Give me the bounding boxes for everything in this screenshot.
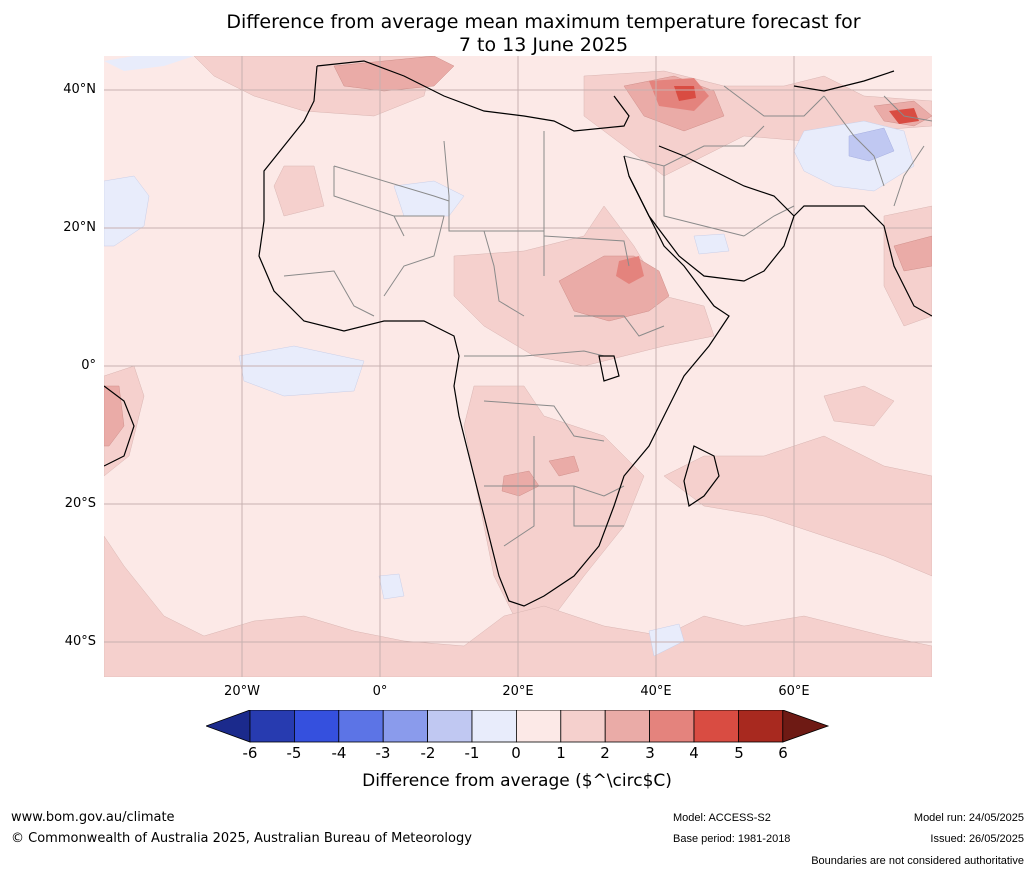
colorbar xyxy=(206,710,830,743)
colorbar-tick: 3 xyxy=(645,744,655,762)
map-gridlines xyxy=(104,56,932,677)
colorbar-tick: 1 xyxy=(556,744,566,762)
coastlines xyxy=(104,60,932,607)
footer-copyright: © Commonwealth of Australia 2025, Austra… xyxy=(11,831,472,846)
colorbar-cell xyxy=(604,710,651,743)
lat-label-20s: 20°S xyxy=(64,496,96,511)
colorbar-tick: -6 xyxy=(242,744,258,762)
colorbar-cell xyxy=(338,710,384,743)
lon-label-20e: 20°E xyxy=(502,684,534,699)
lat-label-40s: 40°S xyxy=(64,634,96,649)
lon-label-40e: 40°E xyxy=(640,684,672,699)
colorbar-tick: 4 xyxy=(689,744,699,762)
colorbar-tick: -1 xyxy=(464,744,480,762)
footer-model-run: Model run: 24/05/2025 xyxy=(913,812,1024,824)
colorbar-tick: 0 xyxy=(511,744,521,762)
lat-label-0: 0° xyxy=(81,358,96,373)
lon-label-60e: 60°E xyxy=(778,684,810,699)
colorbar-tick: -2 xyxy=(420,744,436,762)
lat-label-20n: 20°N xyxy=(63,220,96,235)
map-title-line-1: Difference from average mean maximum tem… xyxy=(226,11,861,33)
colorbar-cell xyxy=(471,710,517,743)
colorbar-high-extend xyxy=(782,710,830,743)
map-svg xyxy=(104,56,932,677)
colorbar-tick: -3 xyxy=(375,744,391,762)
colorbar-tick: -4 xyxy=(331,744,347,762)
footer-website: www.bom.gov.au/climate xyxy=(11,810,175,825)
lon-label-20w: 20°W xyxy=(224,684,260,699)
colorbar-tick: 6 xyxy=(778,744,788,762)
country-boundaries xyxy=(283,85,932,547)
colorbar-cell xyxy=(515,710,562,743)
lat-label-40n: 40°N xyxy=(63,82,96,97)
colorbar-low-extend xyxy=(206,710,251,743)
colorbar-label: Difference from average ($^\circ$C) xyxy=(362,771,672,791)
anomaly-region-3-5 xyxy=(104,56,919,284)
footer-model: Model: ACCESS-S2 xyxy=(673,812,771,824)
colorbar-cell xyxy=(294,710,340,743)
colorbar-cell xyxy=(249,710,295,743)
colorbar-cells xyxy=(249,710,784,743)
colorbar-cell xyxy=(738,710,784,743)
colorbar-cell xyxy=(649,710,695,743)
colorbar-cell xyxy=(427,710,473,743)
lon-label-0: 0° xyxy=(372,684,388,699)
map-title-line-2: 7 to 13 June 2025 xyxy=(458,34,629,56)
colorbar-cell xyxy=(382,710,428,743)
footer-disclaimer: Boundaries are not considered authoritat… xyxy=(811,855,1024,867)
footer-issued: Issued: 26/05/2025 xyxy=(930,833,1024,845)
colorbar-cell xyxy=(693,710,739,743)
temperature-anomaly-map xyxy=(104,56,932,677)
footer-base-period: Base period: 1981-2018 xyxy=(673,833,791,845)
colorbar-tick: 2 xyxy=(600,744,610,762)
colorbar-tick: 5 xyxy=(734,744,744,762)
colorbar-cell xyxy=(560,710,606,743)
colorbar-tick: -5 xyxy=(286,744,302,762)
